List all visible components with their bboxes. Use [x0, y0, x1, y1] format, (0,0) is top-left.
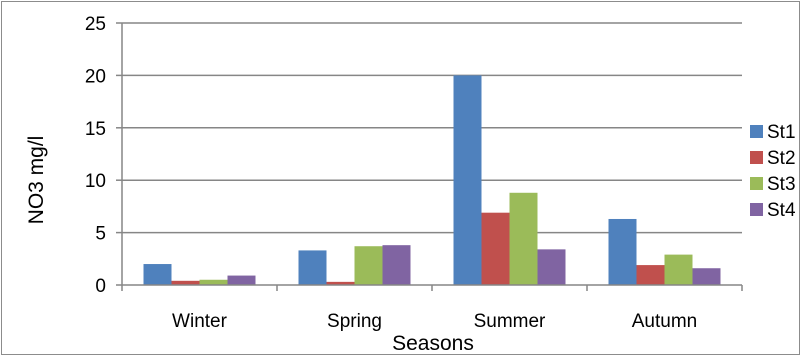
y-tick-label: 25	[85, 14, 106, 35]
bar-st1-autumn	[608, 218, 637, 285]
x-tick-labels: Winter Spring Summer Autumn	[172, 311, 697, 332]
y-axis-label: NO3 mg/l	[25, 136, 48, 225]
y-tick-label: 15	[85, 119, 106, 140]
gridlines	[122, 22, 742, 234]
bar-st4-autumn	[692, 268, 721, 285]
bar-st3-winter	[199, 279, 228, 285]
bar-st2-spring	[326, 281, 355, 285]
x-tick-label: Spring	[327, 311, 382, 332]
legend-label-st4: St4	[767, 200, 796, 221]
bar-st2-winter	[171, 280, 200, 285]
bars	[143, 75, 721, 286]
legend-swatch-st2	[750, 151, 763, 164]
y-tick-label: 5	[95, 224, 106, 245]
y-tick-labels: 0 5 10 15 20 25	[85, 14, 106, 297]
bar-st3-summer	[509, 192, 538, 285]
legend-swatch-st3	[750, 177, 763, 190]
axes	[116, 22, 743, 291]
bar-st1-spring	[298, 250, 327, 285]
y-tick-label: 0	[95, 276, 106, 297]
x-tick-label: Summer	[474, 311, 546, 332]
bar-st4-summer	[537, 249, 566, 285]
bar-st2-summer	[481, 212, 510, 285]
bar-st4-spring	[382, 245, 411, 285]
y-tick-label: 10	[85, 171, 106, 192]
legend-swatch-st4	[750, 203, 763, 216]
x-tick-label: Autumn	[632, 311, 697, 332]
x-tick-label: Winter	[172, 311, 228, 332]
legend-label-st1: St1	[767, 122, 796, 143]
legend-label-st3: St3	[767, 174, 796, 195]
legend-label-st2: St2	[767, 148, 796, 169]
bar-st1-winter	[143, 264, 172, 285]
y-tick-label: 20	[85, 66, 106, 87]
bar-st2-autumn	[636, 265, 665, 285]
legend: St1 St2 St3 St4	[750, 122, 796, 221]
x-axis-label: Seasons	[392, 332, 474, 355]
bar-st3-spring	[354, 246, 383, 285]
bar-st3-autumn	[664, 254, 693, 285]
bar-st4-winter	[227, 275, 256, 285]
legend-swatch-st1	[750, 125, 763, 138]
bar-st1-summer	[453, 75, 482, 286]
